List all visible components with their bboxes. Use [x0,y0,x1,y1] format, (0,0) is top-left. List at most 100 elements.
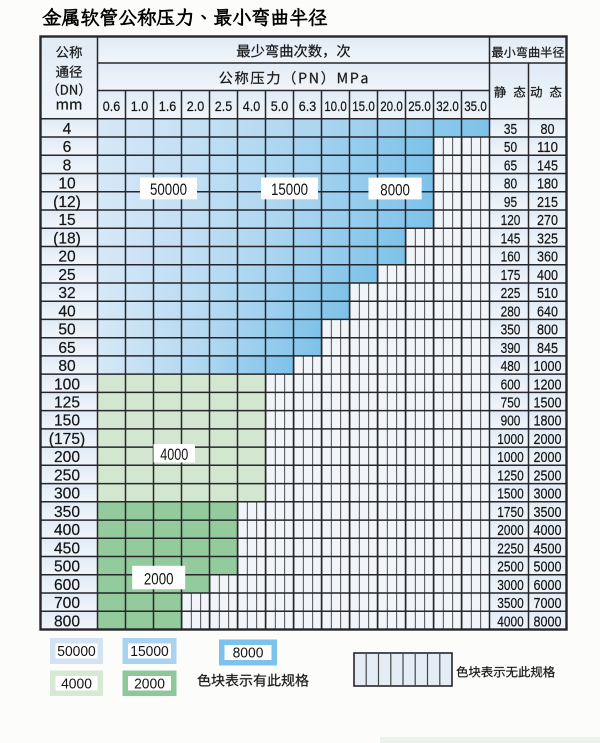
svg-text:3500: 3500 [534,504,562,521]
svg-text:95: 95 [504,194,517,211]
svg-text:125: 125 [54,395,80,412]
svg-text:3000: 3000 [534,486,562,503]
svg-text:150: 150 [54,413,80,430]
svg-text:350: 350 [501,322,521,339]
svg-text:4: 4 [63,121,72,138]
svg-text:15000: 15000 [271,181,308,199]
svg-text:390: 390 [501,340,521,357]
svg-text:510: 510 [537,285,558,302]
svg-text:32: 32 [58,285,75,302]
svg-text:600: 600 [501,376,521,393]
svg-text:110: 110 [537,139,558,156]
svg-text:2000: 2000 [144,570,174,588]
svg-text:2500: 2500 [534,468,562,485]
svg-text:175: 175 [501,267,521,284]
svg-text:160: 160 [501,249,521,266]
svg-text:2000: 2000 [534,449,562,466]
svg-text:350: 350 [54,504,80,521]
svg-text:325: 325 [537,230,558,247]
svg-text:4000: 4000 [497,613,523,630]
svg-text:15: 15 [58,212,76,229]
svg-text:480: 480 [501,358,521,375]
svg-text:10: 10 [58,176,76,193]
svg-text:15000: 15000 [130,644,169,660]
svg-text:35: 35 [504,121,517,138]
svg-text:700: 700 [54,595,80,612]
svg-text:0.6: 0.6 [103,99,121,114]
svg-text:4000: 4000 [534,522,562,539]
svg-text:1500: 1500 [534,395,562,412]
svg-text:7000: 7000 [534,595,562,612]
svg-text:1000: 1000 [497,449,523,466]
svg-text:200: 200 [54,449,80,466]
svg-text:280: 280 [501,303,521,320]
svg-text:225: 225 [501,285,521,302]
svg-text:80: 80 [58,358,76,375]
svg-text:4000: 4000 [61,677,92,693]
svg-text:40: 40 [58,303,76,320]
svg-text:250: 250 [54,468,80,485]
svg-text:8000: 8000 [534,613,562,630]
svg-text:215: 215 [537,194,558,211]
svg-text:1750: 1750 [497,504,523,521]
svg-text:600: 600 [54,577,80,594]
svg-text:900: 900 [501,413,521,430]
svg-text:80: 80 [504,176,517,193]
svg-text:145: 145 [501,230,521,247]
svg-text:2.0: 2.0 [187,99,205,114]
svg-text:1.0: 1.0 [131,99,149,114]
svg-text:500: 500 [54,559,80,576]
svg-text:35.0: 35.0 [464,99,487,114]
svg-text:3000: 3000 [497,577,523,594]
svg-text:32.0: 32.0 [436,99,459,114]
svg-text:2000: 2000 [534,431,562,448]
svg-text:8000: 8000 [380,181,410,199]
svg-text:400: 400 [54,522,80,539]
svg-text:25.0: 25.0 [408,99,431,114]
svg-text:2500: 2500 [497,559,523,576]
svg-text:(18): (18) [53,230,81,247]
svg-text:10.0: 10.0 [324,99,347,114]
svg-text:845: 845 [537,340,558,357]
svg-text:400: 400 [537,267,558,284]
svg-text:80: 80 [541,121,555,138]
svg-text:5.0: 5.0 [271,99,289,114]
svg-text:50000: 50000 [150,181,187,199]
svg-text:4.0: 4.0 [243,99,261,114]
svg-text:2000: 2000 [497,522,523,539]
svg-text:640: 640 [537,303,558,320]
svg-text:145: 145 [537,157,558,174]
svg-text:1200: 1200 [534,376,562,393]
svg-text:8: 8 [63,157,72,174]
svg-text:270: 270 [537,212,558,229]
svg-text:5000: 5000 [534,559,562,576]
svg-text:6000: 6000 [534,577,562,594]
svg-text:450: 450 [54,540,80,557]
svg-text:50000: 50000 [57,644,96,660]
svg-text:120: 120 [501,212,521,229]
svg-text:20.0: 20.0 [380,99,403,114]
svg-text:180: 180 [537,176,558,193]
svg-text:4500: 4500 [534,540,562,557]
svg-text:1500: 1500 [497,486,523,503]
svg-text:65: 65 [58,340,76,357]
svg-text:300: 300 [54,486,80,503]
svg-text:1800: 1800 [534,413,562,430]
svg-text:65: 65 [504,157,517,174]
svg-text:(12): (12) [53,194,81,211]
svg-text:1000: 1000 [534,358,562,375]
svg-text:100: 100 [54,376,80,393]
svg-text:2250: 2250 [497,540,523,557]
svg-text:15.0: 15.0 [352,99,375,114]
svg-text:50: 50 [504,139,517,156]
svg-text:3500: 3500 [497,595,523,612]
svg-text:6.3: 6.3 [299,99,317,114]
svg-text:25: 25 [58,267,76,284]
svg-text:4000: 4000 [160,446,188,464]
svg-text:1000: 1000 [497,431,523,448]
svg-text:2.5: 2.5 [215,99,233,114]
svg-text:800: 800 [54,613,80,630]
svg-text:360: 360 [537,249,558,266]
svg-text:2000: 2000 [134,677,165,693]
svg-text:6: 6 [63,139,72,156]
